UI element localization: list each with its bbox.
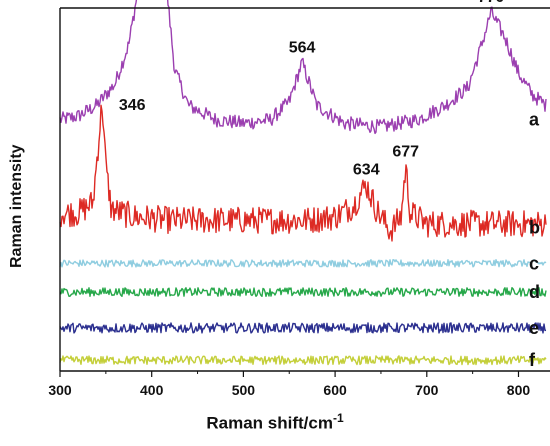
series-line-e (59, 322, 547, 334)
peak-label-564: 564 (289, 39, 316, 56)
series-label-f: f (529, 350, 536, 370)
series-line-d (59, 287, 547, 297)
series-label-e: e (529, 318, 539, 338)
x-tick-label-400: 400 (140, 382, 164, 398)
series-label-b: b (529, 217, 540, 237)
y-axis-label: Raman intensity (8, 144, 25, 268)
x-tick-label-800: 800 (507, 382, 531, 398)
series-line-c (59, 259, 547, 268)
peak-label-770: 770 (478, 0, 505, 6)
x-tick-label-600: 600 (323, 382, 347, 398)
series-label-c: c (529, 253, 539, 273)
series-line-b (59, 104, 547, 242)
series-label-a: a (529, 110, 540, 130)
peak-label-677: 677 (392, 143, 419, 160)
peak-label-634: 634 (353, 161, 380, 178)
x-tick-label-300: 300 (48, 382, 72, 398)
peak-label-346: 346 (119, 97, 146, 114)
x-axis-label: Raman shift/cm-1 (206, 411, 344, 433)
x-tick-label-700: 700 (415, 382, 439, 398)
series-line-f (59, 355, 547, 366)
x-tick-label-500: 500 (232, 382, 256, 398)
series-line-a (59, 0, 547, 135)
series-label-d: d (529, 282, 540, 302)
